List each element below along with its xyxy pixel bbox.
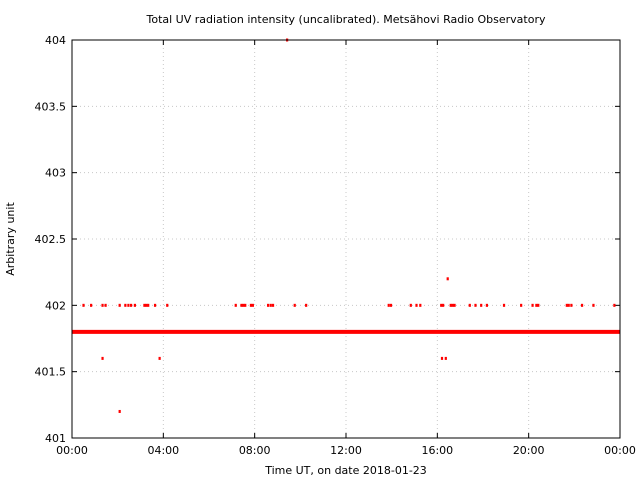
data-point [153,303,157,307]
y-tick-label: 401 [45,432,66,445]
data-point [565,303,568,307]
data-point [305,303,308,307]
data-point [101,356,104,360]
chart-title: Total UV radiation intensity (uncalibrat… [146,13,546,26]
data-point [271,303,275,307]
data-point [409,303,412,307]
x-tick-label: 20:00 [513,444,545,457]
data-point [480,303,483,307]
data-point [444,356,447,360]
data-point [82,303,85,307]
x-tick-label: 08:00 [239,444,271,457]
data-point [531,303,534,307]
data-point [158,356,161,360]
data-point [570,303,573,307]
data-point [415,303,418,307]
data-point [269,303,272,307]
data-point [127,303,130,307]
data-point [592,303,595,307]
data-point [451,303,454,307]
data-point [90,303,93,307]
data-point [251,303,254,307]
data-point [129,303,133,307]
x-tick-label: 16:00 [421,444,453,457]
data-point [535,303,538,307]
y-axis-label: Arbitrary unit [4,202,17,276]
data-point [266,303,270,307]
data-point [613,303,616,307]
data-point [520,303,523,307]
x-axis-label: Time UT, on date 2018-01-23 [264,464,427,477]
data-points [72,38,620,413]
data-point [474,303,477,307]
data-point [104,303,107,307]
x-tick-label: 12:00 [330,444,362,457]
data-point [442,303,445,307]
y-tick-label: 402.5 [35,233,67,246]
data-point [453,303,456,307]
y-tick-label: 402 [45,299,66,312]
data-point [118,409,121,413]
y-tick-labels: 401 401.5 402 402.5 403 403.5 404 [35,34,67,445]
data-point [449,303,452,307]
data-point [244,303,247,307]
data-point [387,303,390,307]
data-point [580,303,584,307]
x-tick-label: 04:00 [147,444,179,457]
data-point [166,303,169,307]
data-point [485,303,489,307]
x-tick-labels: 00:00 04:00 08:00 12:00 16:00 20:00 00:00 [56,444,636,457]
data-point [101,303,104,307]
plot-frame [71,39,621,439]
data-point [440,356,444,360]
data-point [124,303,127,307]
data-point [147,303,150,307]
y-tick-label: 403.5 [35,100,67,113]
data-point [133,303,136,307]
data-point [446,277,449,281]
data-point [242,303,245,307]
data-point [145,303,148,307]
data-point [293,303,296,307]
data-point [419,303,422,307]
data-point [234,303,237,307]
data-point [249,303,253,307]
data-point [567,303,570,307]
data-point [240,303,243,307]
grid [72,40,620,438]
y-tick-label: 404 [45,34,66,47]
data-point [440,303,443,307]
data-point [537,303,540,307]
data-point [468,303,471,307]
data-point [118,303,121,307]
x-tick-label: 00:00 [56,444,88,457]
data-point [389,303,393,307]
data-point [502,303,506,307]
data-point [143,303,146,307]
x-tick-label: 00:00 [604,444,636,457]
y-tick-label: 403 [45,167,66,180]
y-tick-label: 401.5 [35,366,67,379]
